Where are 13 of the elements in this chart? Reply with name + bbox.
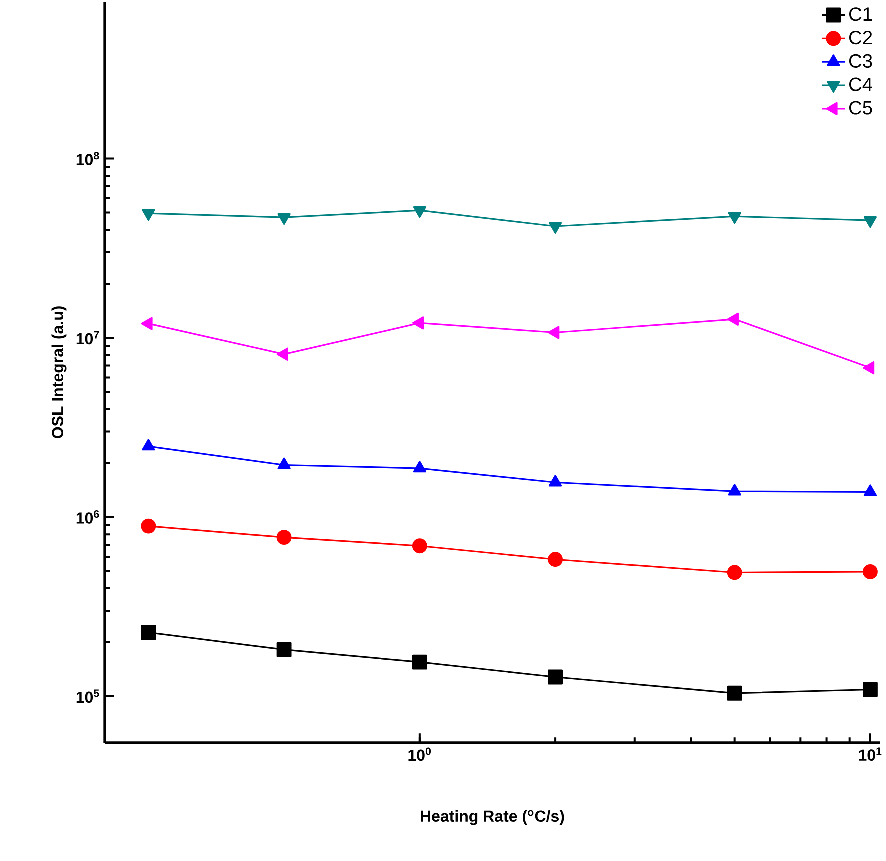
y-tick-label: 10$^{6}$ (76, 510, 100, 524)
y-tick-label: 10$^{8}$ (76, 152, 100, 166)
legend-label: C4 (850, 78, 873, 92)
legend-label: C2 (850, 30, 872, 45)
y-tick-label: 10$^{5}$ (76, 690, 100, 704)
y-tick-label: 10$^{7}$ (76, 331, 100, 345)
legend-label: C3 (850, 54, 872, 68)
x-tick-label: 10$^{1}$ (859, 748, 882, 761)
x-axis-title: Heating Rate ($^{o}$C/s) (421, 810, 564, 826)
legend-label: C5 (850, 101, 872, 115)
y-axis-title: OSL Integral (a.u) (52, 306, 67, 439)
x-tick-label: 10$^{0}$ (408, 748, 432, 762)
legend-label: C1 (850, 8, 872, 22)
